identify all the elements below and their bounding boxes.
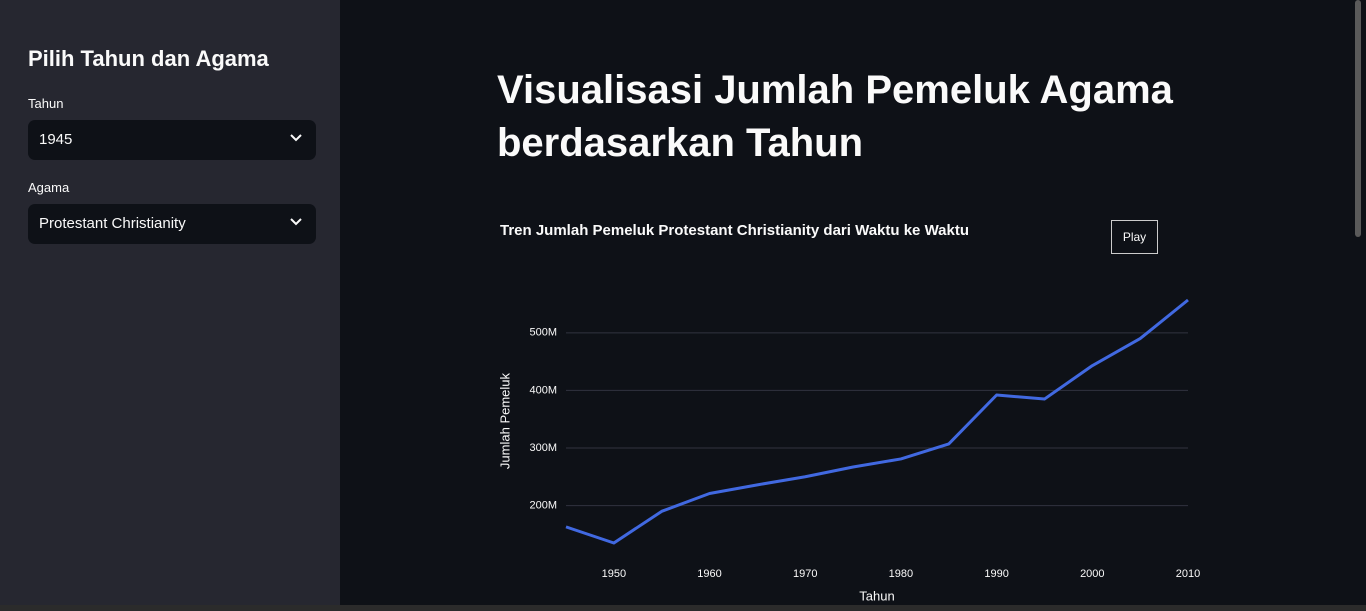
x-tick-label: 1950	[602, 568, 626, 580]
x-tick-label: 1990	[984, 568, 1008, 580]
x-tick-label: 1970	[793, 568, 817, 580]
x-axis-title: Tahun	[859, 588, 894, 603]
select-value: 1945	[39, 131, 73, 148]
x-tick-label: 2010	[1176, 568, 1200, 580]
select-value: Protestant Christianity	[39, 215, 186, 232]
x-tick-label: 2000	[1080, 568, 1104, 580]
x-tick-label: 1960	[697, 568, 721, 580]
y-axis-title: Jumlah Pemeluk	[497, 372, 512, 469]
y-tick-label: 500M	[529, 327, 557, 339]
page-title: Visualisasi Jumlah Pemeluk Agama berdasa…	[497, 68, 1173, 165]
select-box[interactable]: 1945	[28, 120, 316, 160]
sidebar: Pilih Tahun dan Agama Tahun 1945 Agama P…	[0, 0, 340, 605]
bottom-bar	[0, 605, 1366, 611]
field-label: Tahun	[28, 96, 64, 111]
x-tick-label: 1980	[889, 568, 913, 580]
chevron	[290, 134, 302, 142]
line-series	[565, 298, 1189, 545]
sidebar-title: Pilih Tahun dan Agama	[28, 46, 269, 71]
scrollbar[interactable]	[1355, 0, 1361, 237]
select-box[interactable]: Protestant Christianity	[28, 204, 316, 244]
chart-title: Tren Jumlah Pemeluk Protestant Christian…	[500, 222, 969, 239]
y-tick-label: 300M	[529, 442, 557, 454]
y-tick-label: 400M	[529, 384, 557, 396]
chevron	[290, 218, 302, 226]
y-tick-label: 200M	[529, 499, 557, 511]
field-label: Agama	[28, 180, 70, 195]
play-button[interactable]: Play	[1111, 220, 1158, 254]
